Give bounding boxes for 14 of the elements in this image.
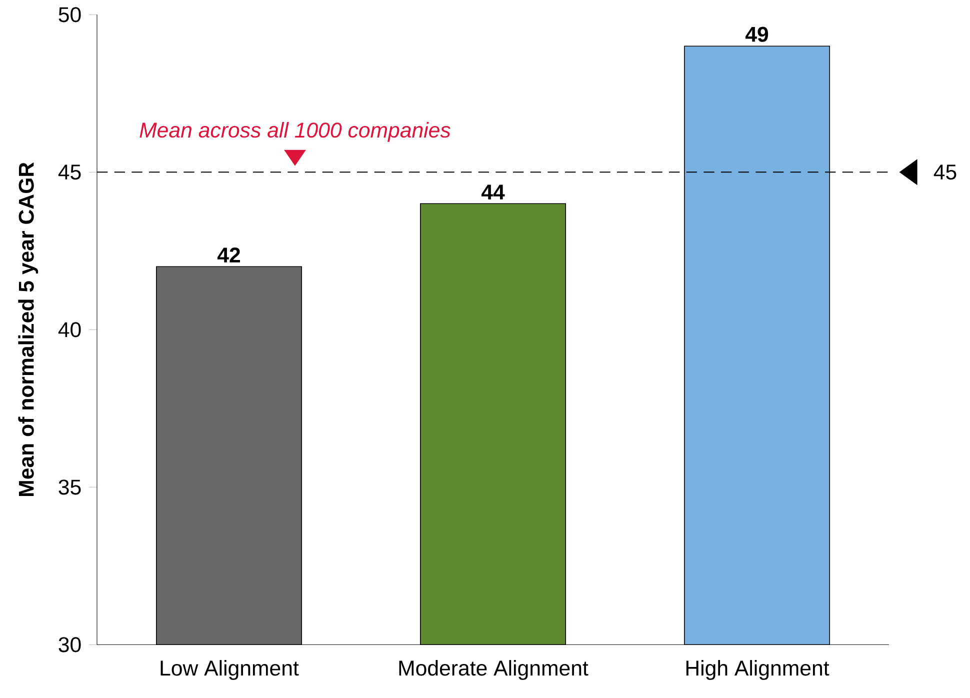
x-tick-label: Moderate Alignment xyxy=(399,660,588,680)
ref-line-label: 45 xyxy=(934,164,956,180)
data-label: 49 xyxy=(745,26,768,42)
annotation: Mean across all 1000 companies xyxy=(140,122,450,142)
y-tick-label: 30 xyxy=(58,637,81,652)
y-axis-title: Mean of normalized 5 year CAGR xyxy=(18,162,38,496)
y-tick-label: 35 xyxy=(58,480,81,495)
data-label: 44 xyxy=(481,184,505,200)
data-label: 42 xyxy=(217,248,240,263)
x-tick-label: Low Alignment xyxy=(160,660,299,680)
y-tick-label: 50 xyxy=(58,7,81,22)
y-tick-label: 45 xyxy=(58,164,81,180)
x-tick-label: High Alignment xyxy=(686,660,830,680)
y-tick-label: 40 xyxy=(58,322,81,338)
